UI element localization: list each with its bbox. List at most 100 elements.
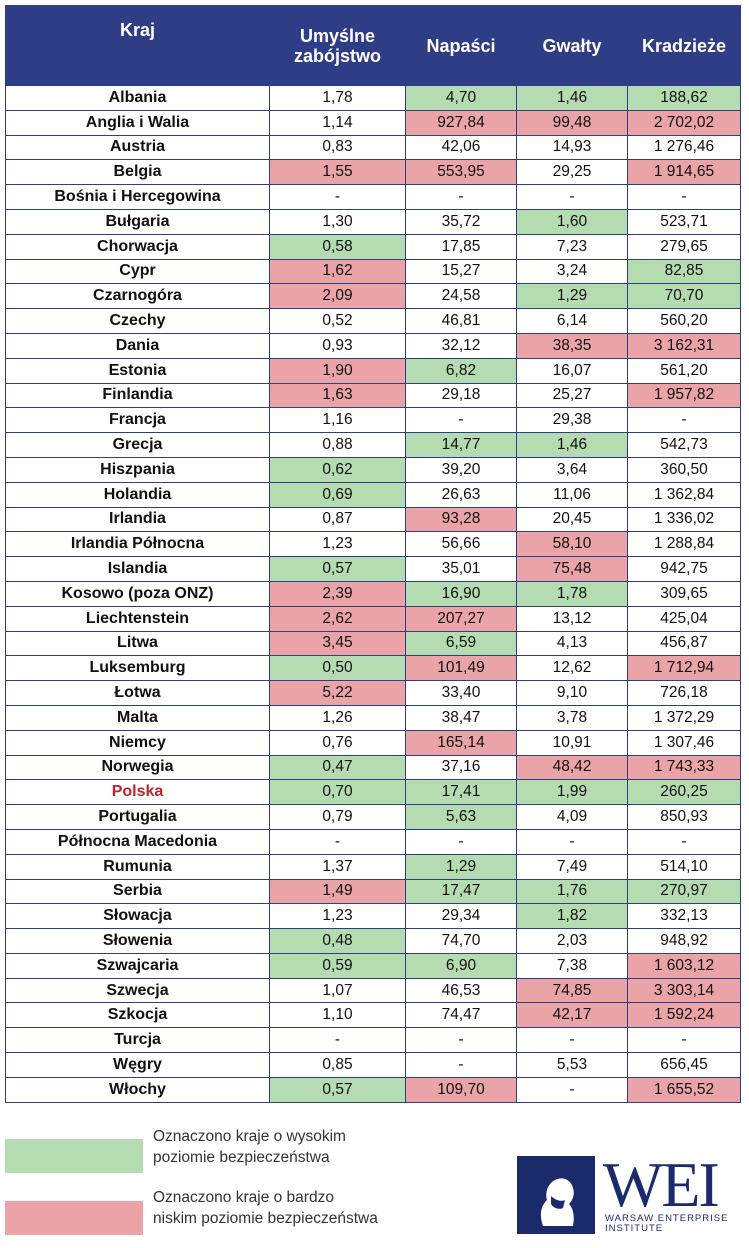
table-row: Liechtenstein 2,62 207,27 13,12 425,04: [5, 605, 741, 632]
cell-rapes: 14,93: [516, 134, 628, 161]
cell-country: Polska: [5, 779, 270, 806]
cell-thefts: 1 603,12: [627, 952, 741, 979]
cell-murders: 1,07: [269, 977, 406, 1004]
cell-rapes: -: [516, 1027, 628, 1054]
cell-country: Chorwacja: [5, 233, 270, 260]
table-row: Litwa 3,45 6,59 4,13 456,87: [5, 630, 741, 657]
cell-assaults: 165,14: [405, 729, 517, 756]
cell-rapes: 6,14: [516, 308, 628, 334]
cell-rapes: 7,23: [516, 233, 628, 260]
table-row: Słowenia 0,48 74,70 2,03 948,92: [5, 928, 741, 954]
cell-assaults: 39,20: [405, 456, 517, 483]
cell-assaults: 6,82: [405, 357, 517, 384]
cell-country: Dania: [5, 332, 270, 359]
cell-country: Grecja: [5, 432, 270, 458]
cell-rapes: 99,48: [516, 109, 628, 136]
cell-thefts: 1 362,84: [627, 481, 741, 508]
cell-thefts: 270,97: [627, 878, 741, 905]
cell-murders: 1,55: [269, 159, 406, 186]
cell-assaults: -: [405, 828, 517, 855]
header-murders-line1: Umyślne: [299, 25, 376, 46]
cell-thefts: 561,20: [627, 357, 741, 384]
table-row: Węgry 0,85-5,53 656,45: [5, 1052, 741, 1078]
cell-murders: 0,58: [269, 233, 406, 260]
logo-wordmark: WEI: [603, 1149, 720, 1220]
cell-thefts: 1 914,65: [627, 159, 741, 186]
cell-country: Łotwa: [5, 680, 270, 706]
cell-assaults: 927,84: [405, 109, 517, 136]
cell-rapes: 1,99: [516, 779, 628, 806]
cell-rapes: 4,13: [516, 630, 628, 657]
cell-assaults: -: [405, 1027, 517, 1054]
cell-rapes: 1,29: [516, 283, 628, 310]
legend-low-safety-swatch: [5, 1201, 143, 1235]
table-row: Czarnogóra 2,09 24,58 1,29 70,70: [5, 283, 741, 310]
wei-logo: WEI WARSAW ENTERPRISE INSTITUTE: [517, 1150, 743, 1234]
cell-country: Czarnogóra: [5, 283, 270, 310]
cell-rapes: -: [516, 184, 628, 210]
cell-murders: 1,16: [269, 407, 406, 434]
cell-assaults: 74,47: [405, 1002, 517, 1029]
cell-thefts: 1 372,29: [627, 704, 741, 731]
cell-thefts: 1 592,24: [627, 1002, 741, 1029]
cell-rapes: 7,38: [516, 952, 628, 979]
cell-murders: 1,49: [269, 878, 406, 905]
cell-country: Holandia: [5, 481, 270, 508]
cell-country: Szkocja: [5, 1002, 270, 1029]
table-row: Rumunia 1,37 1,29 7,49 514,10: [5, 853, 741, 880]
cell-murders: 0,87: [269, 506, 406, 533]
legend-high-safety-text: Oznaczono kraje o wysokim poziomie bezpi…: [153, 1126, 433, 1168]
cell-murders: 1,23: [269, 903, 406, 930]
table-row: Kosowo (poza ONZ) 2,39 16,90 1,78 309,65: [5, 580, 741, 607]
legend-low-safety-line2: niskim poziomie bezpieczeństwa: [153, 1210, 378, 1227]
cell-murders: 1,63: [269, 382, 406, 409]
table-row: Bułgaria 1,30 35,72 1,60 523,71: [5, 208, 741, 235]
legend-high-safety-swatch: [5, 1139, 143, 1173]
header-country: Kraj: [5, 5, 270, 86]
cell-assaults: -: [405, 184, 517, 210]
cell-murders: 1,37: [269, 853, 406, 880]
cell-thefts: 948,92: [627, 928, 741, 954]
cell-murders: 0,57: [269, 556, 406, 582]
cell-thefts: 70,70: [627, 283, 741, 310]
cell-thefts: 2 702,02: [627, 109, 741, 136]
table-row: Szwecja 1,07 46,53 74,85 3 303,14: [5, 977, 741, 1004]
cell-thefts: 523,71: [627, 208, 741, 235]
cell-rapes: 3,64: [516, 456, 628, 483]
cell-assaults: -: [405, 407, 517, 434]
cell-thefts: 1 276,46: [627, 134, 741, 161]
cell-country: Anglia i Walia: [5, 109, 270, 136]
table-row: Włochy 0,57 109,70-1 655,52: [5, 1076, 741, 1103]
cell-country: Norwegia: [5, 754, 270, 781]
table-row: Irlandia Północna 1,23 56,66 58,10 1 288,84: [5, 531, 741, 558]
cell-assaults: 6,59: [405, 630, 517, 657]
cell-assaults: 14,77: [405, 432, 517, 458]
legend-low-safety-line1: Oznaczono kraje o bardzo: [153, 1189, 334, 1206]
table-row: Polska 0,70 17,41 1,99 260,25: [5, 779, 741, 806]
header-thefts: Kradzieże: [627, 5, 741, 86]
cell-rapes: 25,27: [516, 382, 628, 409]
cell-rapes: 12,62: [516, 655, 628, 682]
cell-country: Czechy: [5, 308, 270, 334]
cell-rapes: 10,91: [516, 729, 628, 756]
cell-thefts: 1 655,52: [627, 1076, 741, 1103]
cell-assaults: 17,85: [405, 233, 517, 260]
cell-murders: 1,90: [269, 357, 406, 384]
cell-rapes: 1,46: [516, 432, 628, 458]
table-row: Estonia 1,90 6,82 16,07 561,20: [5, 357, 741, 384]
table-row: Turcja - - - -: [5, 1027, 741, 1054]
cell-murders: 1,30: [269, 208, 406, 235]
cell-country: Cypr: [5, 258, 270, 285]
cell-assaults: 56,66: [405, 531, 517, 558]
table-row: Szwajcaria 0,59 6,90 7,38 1 603,12: [5, 952, 741, 979]
cell-murders: 0,93: [269, 332, 406, 359]
cell-rapes: -: [516, 828, 628, 855]
cell-thefts: 3 303,14: [627, 977, 741, 1004]
cell-murders: 5,22: [269, 680, 406, 706]
table-row: Belgia 1,55 553,95 29,25 1 914,65: [5, 159, 741, 186]
cell-rapes: 1,76: [516, 878, 628, 905]
cell-thefts: -: [627, 828, 741, 855]
cell-murders: 0,88: [269, 432, 406, 458]
table-row: Finlandia 1,63 29,18 25,27 1 957,82: [5, 382, 741, 409]
cell-country: Niemcy: [5, 729, 270, 756]
